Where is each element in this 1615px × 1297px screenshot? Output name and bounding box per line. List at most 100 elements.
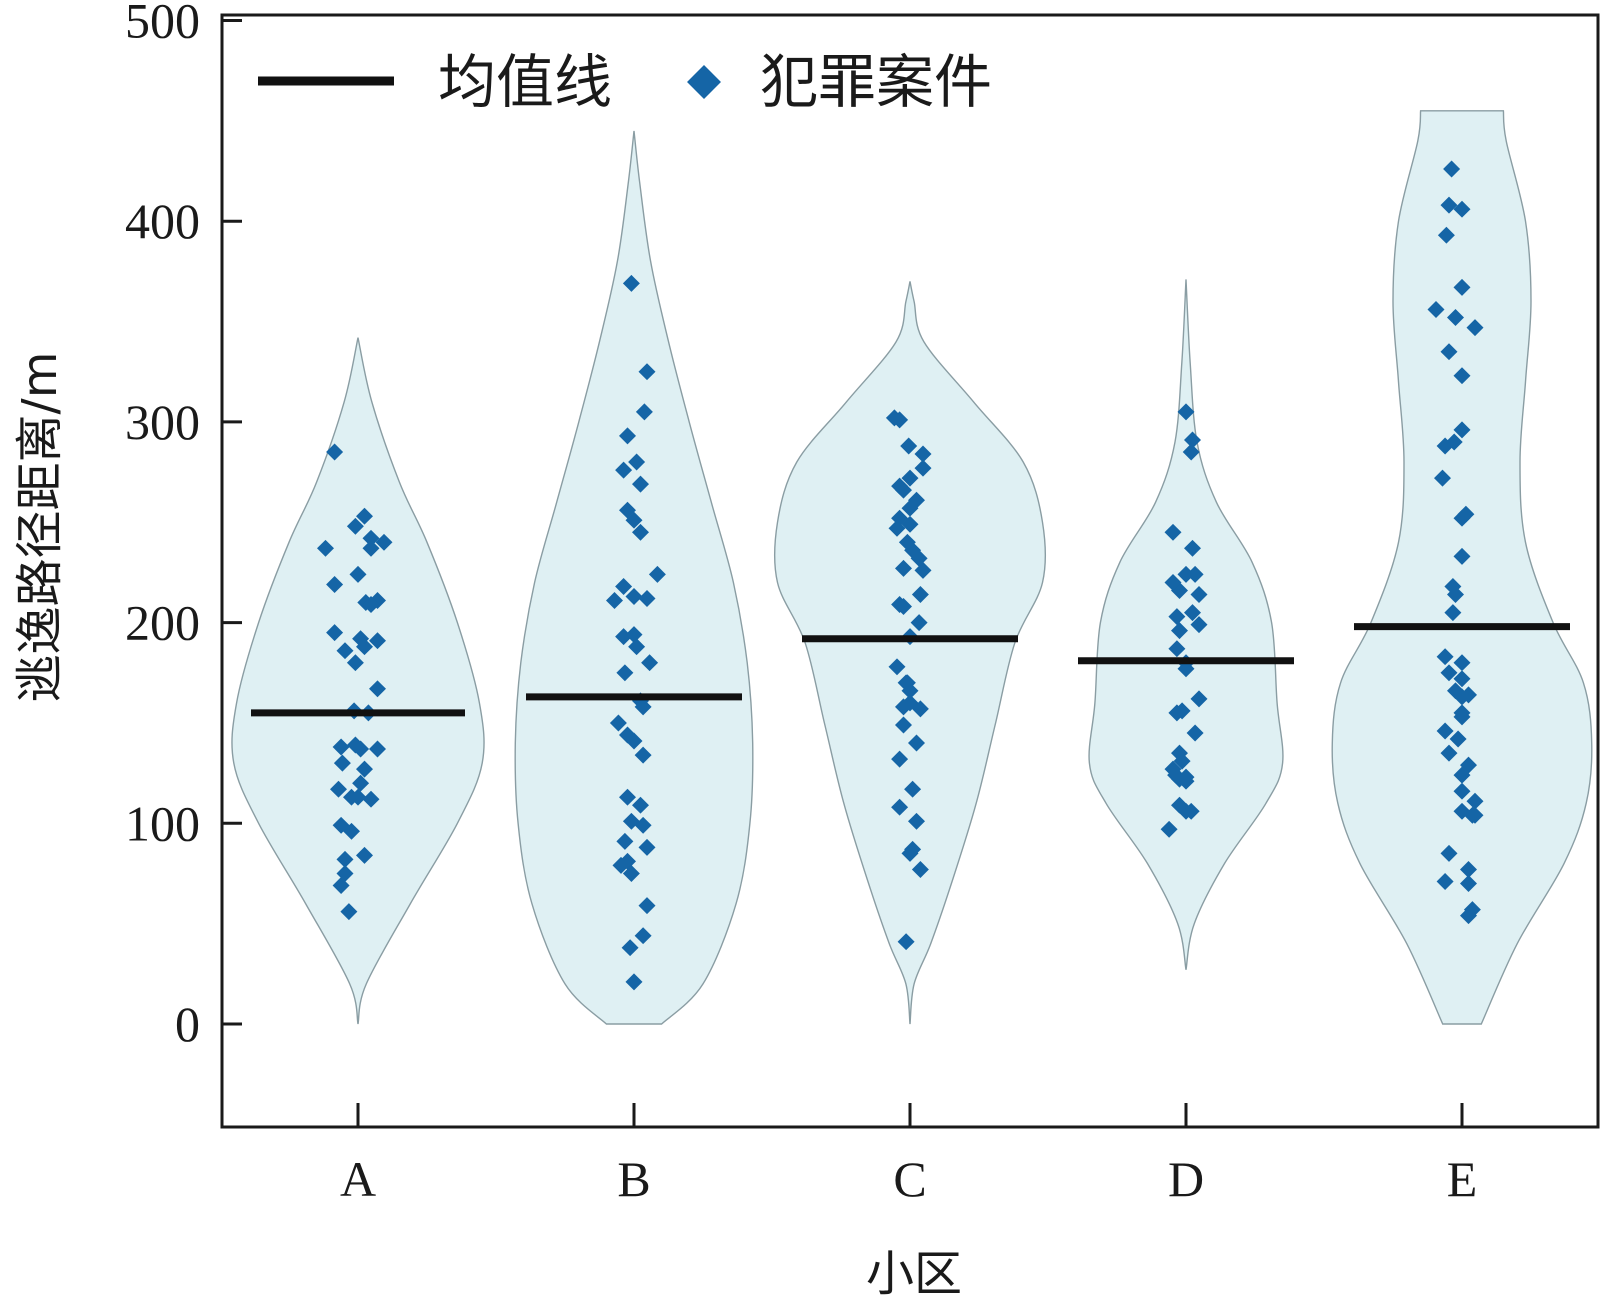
data-point bbox=[895, 559, 912, 577]
data-point bbox=[362, 596, 380, 613]
y-tick-label: 500 bbox=[125, 0, 200, 49]
data-point bbox=[625, 626, 643, 644]
data-point bbox=[901, 844, 919, 862]
x-tick-label: D bbox=[1168, 1151, 1204, 1207]
data-point bbox=[1449, 730, 1467, 748]
data-point bbox=[352, 774, 370, 792]
data-point bbox=[897, 933, 915, 951]
data-point bbox=[895, 716, 912, 734]
data-point bbox=[326, 576, 344, 593]
data-point bbox=[638, 838, 656, 856]
data-point bbox=[615, 461, 633, 479]
data-point bbox=[634, 698, 652, 716]
y-tick-label: 400 bbox=[125, 193, 200, 249]
data-point bbox=[1436, 873, 1454, 890]
data-point bbox=[340, 903, 358, 921]
data-point bbox=[356, 846, 373, 864]
data-point bbox=[648, 565, 666, 583]
x-axis-title: 小区 bbox=[866, 1246, 962, 1297]
data-point bbox=[895, 598, 912, 615]
data-point bbox=[622, 274, 640, 292]
data-point bbox=[336, 642, 354, 660]
data-point bbox=[635, 403, 653, 421]
data-point bbox=[369, 680, 386, 698]
data-point bbox=[621, 939, 639, 957]
data-point bbox=[914, 561, 932, 579]
data-point bbox=[606, 592, 623, 609]
legend-point-swatch bbox=[687, 65, 721, 99]
data-point bbox=[1182, 802, 1200, 820]
data-point bbox=[1184, 539, 1201, 557]
data-point bbox=[356, 638, 373, 656]
data-point bbox=[1453, 509, 1471, 527]
data-point bbox=[362, 539, 380, 557]
data-point bbox=[1460, 875, 1477, 892]
data-point bbox=[1177, 565, 1195, 583]
data-point bbox=[349, 788, 367, 806]
data-point bbox=[1171, 622, 1188, 640]
data-point bbox=[908, 734, 925, 752]
violin-D bbox=[1088, 279, 1284, 970]
data-point bbox=[632, 523, 649, 541]
data-point bbox=[632, 796, 649, 814]
points-layer bbox=[317, 160, 1484, 991]
data-point bbox=[888, 658, 906, 676]
violins-layer bbox=[231, 110, 1593, 1025]
data-point bbox=[910, 614, 928, 632]
y-axis: 0 100 200 300 400 500 bbox=[125, 0, 242, 1052]
y-axis-title: 逃逸路径距离/m bbox=[12, 352, 68, 703]
data-point bbox=[628, 638, 646, 656]
data-point bbox=[356, 760, 373, 778]
data-point bbox=[632, 475, 649, 493]
x-tick-label: E bbox=[1447, 1151, 1478, 1207]
data-point bbox=[891, 798, 909, 816]
data-point bbox=[1436, 722, 1454, 740]
data-point bbox=[346, 517, 364, 535]
data-point bbox=[1463, 901, 1481, 919]
data-point bbox=[616, 832, 634, 850]
data-point bbox=[375, 533, 393, 551]
data-point bbox=[1173, 752, 1191, 770]
data-point bbox=[1168, 608, 1186, 626]
data-point bbox=[914, 459, 932, 477]
data-point bbox=[634, 746, 652, 764]
data-point bbox=[625, 588, 643, 605]
data-point bbox=[615, 578, 633, 595]
data-point bbox=[1186, 565, 1204, 583]
data-point bbox=[625, 511, 643, 529]
data-point bbox=[1164, 574, 1182, 591]
data-point bbox=[1453, 688, 1471, 706]
data-point bbox=[619, 788, 636, 806]
y-tick-label: 100 bbox=[125, 795, 200, 851]
data-point bbox=[1453, 766, 1471, 784]
data-point bbox=[1190, 616, 1208, 634]
violin-A bbox=[231, 337, 485, 1025]
data-point bbox=[914, 445, 932, 463]
data-point bbox=[911, 700, 929, 718]
data-point bbox=[1444, 604, 1462, 622]
legend: 均值线 犯罪案件 bbox=[258, 48, 992, 116]
data-point bbox=[638, 897, 656, 915]
data-point bbox=[1190, 586, 1208, 603]
data-point bbox=[362, 790, 380, 808]
data-point bbox=[369, 740, 386, 758]
data-point bbox=[1186, 724, 1204, 742]
data-point bbox=[911, 861, 929, 878]
data-point bbox=[908, 812, 925, 830]
violin-C bbox=[773, 281, 1047, 1025]
data-point bbox=[1436, 648, 1454, 666]
data-point bbox=[332, 738, 350, 756]
data-point bbox=[900, 437, 918, 455]
data-point bbox=[326, 624, 344, 642]
data-point bbox=[1453, 670, 1471, 688]
mean-lines-layer bbox=[251, 623, 1570, 717]
data-point bbox=[1164, 523, 1182, 541]
y-tick-label: 300 bbox=[125, 394, 200, 450]
data-point bbox=[634, 927, 652, 945]
data-point bbox=[336, 850, 354, 868]
x-tick-label: A bbox=[340, 1151, 376, 1207]
x-tick-label: B bbox=[617, 1151, 650, 1207]
data-point bbox=[369, 632, 386, 650]
